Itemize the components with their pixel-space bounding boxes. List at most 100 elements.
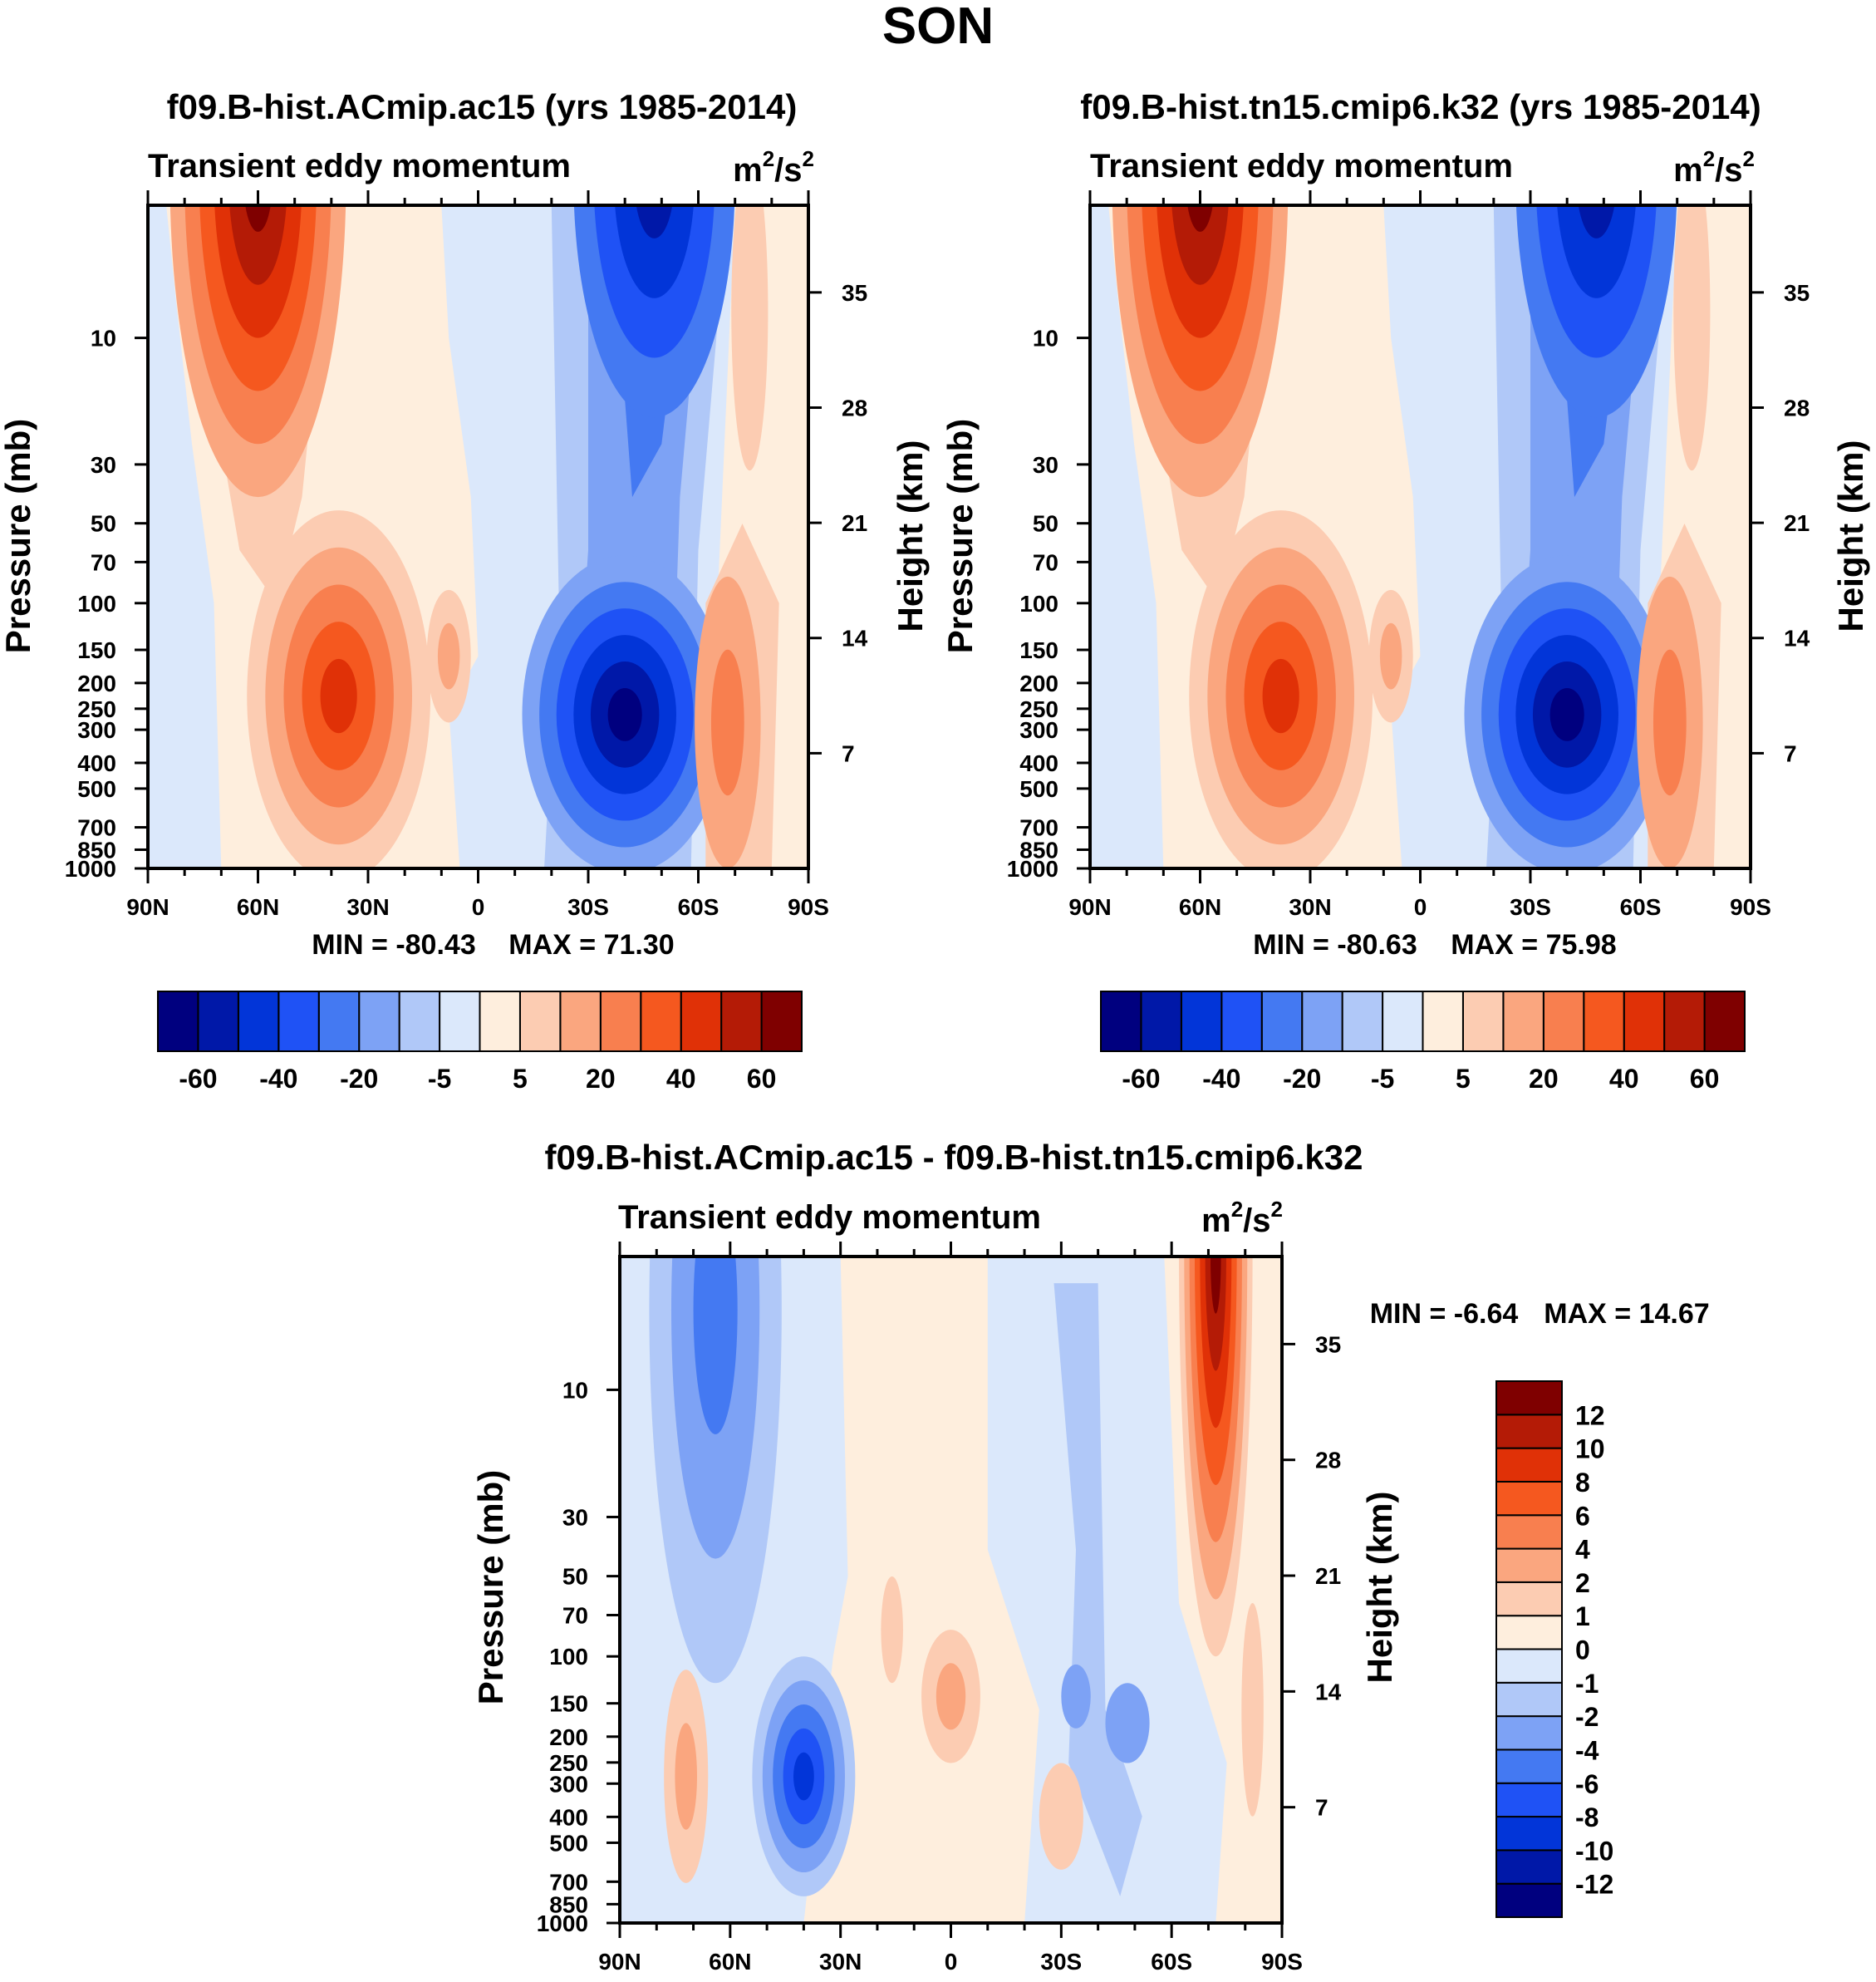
colorbar: 12 10 8 6 4 2 1 0 -1 -2 -4 -6 -8 -10 -12 — [1495, 1380, 1613, 1918]
y-tick-label: 500 — [549, 1830, 588, 1856]
x-tick-label: 30N — [1289, 894, 1331, 920]
x-tick-label: 90S — [788, 894, 829, 920]
blue-upper-core — [636, 205, 673, 239]
colorbar-label: -2 — [1575, 1702, 1599, 1732]
y-tick-label: 700 — [549, 1869, 588, 1895]
colorbar-box — [277, 991, 320, 1052]
y-tick-label: 1000 — [65, 856, 116, 882]
region-negative — [148, 205, 222, 868]
y-tick-label: 300 — [77, 717, 116, 743]
max-value: MAX = 71.30 — [508, 929, 674, 961]
y-tick-label: 850 — [549, 1891, 588, 1917]
y2-tick-label: 14 — [842, 626, 868, 652]
y-tick-label: 30 — [1033, 452, 1058, 478]
y-axis-label: Pressure (mb) — [940, 419, 980, 653]
red-bump — [1241, 1603, 1264, 1817]
colorbar-label: 60 — [1690, 1064, 1720, 1094]
colorbar-box — [1495, 1547, 1563, 1583]
y-tick-label: 1000 — [537, 1911, 588, 1936]
y-axis: 10 30 50 70 100 150 200 250 300 400 500 … — [537, 1377, 588, 1936]
colorbar-box — [1495, 1514, 1563, 1550]
panel-title: f09.B-hist.tn15.cmip6.k32 (yrs 1985-2014… — [1080, 87, 1761, 126]
max-value: MAX = 14.67 — [1544, 1298, 1709, 1330]
colorbar-box — [518, 991, 562, 1052]
region-negative — [987, 1257, 1227, 1923]
colorbar-label: 5 — [1456, 1064, 1471, 1094]
y-axis: 10 30 50 70 100 150 200 250 300 400 500 … — [1007, 326, 1058, 882]
panel-units: m2/s2 — [1673, 146, 1755, 189]
y-tick-label: 400 — [77, 750, 116, 776]
colorbar-box — [640, 991, 682, 1052]
colorbar-box — [1180, 991, 1223, 1052]
blue-spot — [1061, 1664, 1091, 1729]
colorbar-box — [1341, 991, 1384, 1052]
colorbar-label: 1 — [1575, 1601, 1590, 1631]
colorbar-box — [1495, 1648, 1563, 1684]
x-tick-label: 60S — [1620, 894, 1662, 920]
red-core — [1262, 658, 1299, 734]
x-tick-label: 90N — [126, 894, 169, 920]
colorbar-label: -40 — [1202, 1064, 1240, 1094]
y-tick-label: 850 — [77, 837, 116, 863]
y-tick-label: 70 — [91, 549, 116, 575]
y2-tick-label: 14 — [1784, 626, 1810, 652]
y-tick-label: 1000 — [1007, 856, 1058, 882]
y-tick-label: 700 — [77, 815, 116, 841]
panel-left-label: Transient eddy momentum — [1090, 148, 1513, 184]
colorbar-label: 20 — [586, 1064, 616, 1094]
colorbar-box — [1495, 1480, 1563, 1517]
colorbar-box — [1100, 991, 1142, 1052]
y-tick-label: 400 — [1019, 750, 1058, 776]
red-upper-core — [1210, 1257, 1221, 1314]
y-tick-label: 70 — [1033, 549, 1058, 575]
colorbar-label: -12 — [1575, 1870, 1613, 1900]
colorbar-box — [1495, 1380, 1563, 1416]
y-tick-label: 50 — [91, 511, 116, 537]
panel-ac15: f09.B-hist.ACmip.ac15 (yrs 1985-2014) Tr… — [0, 87, 930, 1094]
colorbar-box — [1495, 1748, 1563, 1784]
blue-upper-core — [615, 205, 694, 298]
x-tick-label: 90S — [1261, 1949, 1303, 1975]
panel-title: f09.B-hist.ACmip.ac15 - f09.B-hist.tn15.… — [545, 1138, 1363, 1177]
red-polar-core — [710, 649, 744, 796]
red-upper-core — [1187, 205, 1213, 232]
y2-tick-label: 35 — [1784, 280, 1810, 306]
axis-ticks — [607, 1242, 1295, 1938]
y2-axis: 35 28 21 14 7 — [842, 280, 868, 767]
colorbar-box — [479, 991, 521, 1052]
red-bump — [1379, 622, 1402, 690]
y-tick-label: 300 — [549, 1771, 588, 1797]
red-polar-upper — [731, 205, 769, 471]
colorbar-label: -1 — [1575, 1669, 1599, 1699]
red-core — [320, 658, 357, 734]
y2-tick-label: 35 — [842, 280, 867, 306]
y2-tick-label: 7 — [1315, 1795, 1328, 1821]
x-tick-label: 60N — [237, 894, 279, 920]
panel-units: m2/s2 — [733, 146, 814, 189]
colorbar-box — [1703, 991, 1746, 1052]
y2-tick-label: 21 — [842, 510, 867, 536]
y2-tick-label: 28 — [842, 395, 867, 420]
x-tick-label: 0 — [472, 894, 485, 920]
y-tick-label: 50 — [1033, 511, 1058, 537]
colorbar-box — [1495, 1782, 1563, 1818]
y-tick-label: 250 — [1019, 696, 1058, 722]
min-value: MIN = -6.64 — [1370, 1298, 1519, 1330]
panel-difference: f09.B-hist.ACmip.ac15 - f09.B-hist.tn15.… — [471, 1138, 1710, 1975]
colorbar-box — [1542, 991, 1585, 1052]
y-tick-label: 200 — [77, 671, 116, 696]
y2-axis-label: Height (km) — [1831, 440, 1870, 632]
colorbar-box — [439, 991, 481, 1052]
y-tick-label: 150 — [77, 637, 116, 663]
colorbar-box — [1495, 1882, 1563, 1918]
colorbar-box — [237, 991, 280, 1052]
x-axis: 90N 60N 30N 0 30S 60S 90S — [1068, 894, 1771, 920]
contour-field — [1090, 205, 1751, 868]
y-tick-label: 500 — [1019, 776, 1058, 802]
colorbar-label: 12 — [1575, 1400, 1605, 1430]
y2-axis-label: Height (km) — [1360, 1492, 1399, 1684]
blue-upper-core — [1578, 205, 1615, 239]
y2-tick-label: 21 — [1315, 1563, 1341, 1589]
colorbar-box — [1663, 991, 1706, 1052]
